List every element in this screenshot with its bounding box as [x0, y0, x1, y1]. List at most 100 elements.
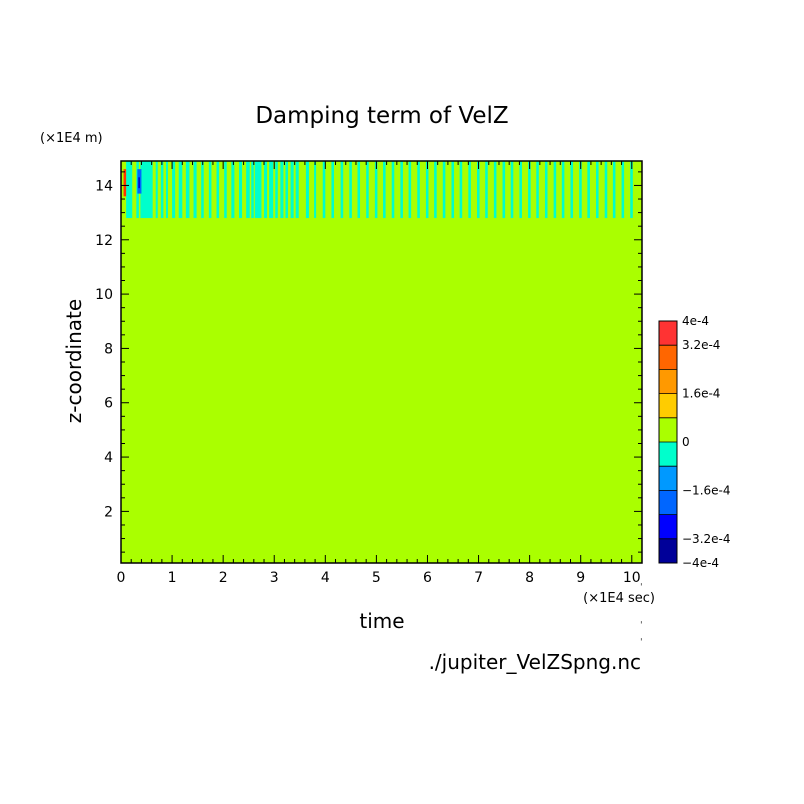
sponge-accent	[138, 177, 140, 189]
colorbar-tick-label: −4e-4	[682, 556, 719, 570]
colorbar-segment	[659, 442, 677, 467]
sponge-stripe	[331, 161, 334, 219]
colorbar-segment	[659, 538, 677, 563]
sponge-stripe	[201, 161, 204, 219]
sponge-stripe	[544, 161, 548, 219]
x-tick-label: 8	[525, 570, 534, 586]
sponge-stripe	[269, 161, 274, 219]
sponge-stripe	[357, 161, 361, 219]
corner-mark: ˈ	[640, 583, 642, 593]
sponge-stripe	[442, 161, 446, 219]
sponge-stripe	[374, 161, 378, 219]
y-axis-label: z-coordinate	[62, 299, 86, 423]
sponge-stripe	[231, 161, 235, 219]
sponge-stripe	[561, 161, 565, 219]
sponge-stripe	[570, 161, 574, 219]
sponge-stripe	[391, 161, 395, 219]
colorbar-segment	[659, 321, 677, 346]
sponge-stripe	[285, 161, 289, 219]
colorbar: 4e-4 3.2e-4 1.6e-4 0 −1.6e-4 −3.2e-4 −4e-4	[658, 314, 731, 570]
colorbar-segment	[659, 466, 677, 491]
sponge-stripe	[155, 161, 158, 219]
x-tick-label: 2	[219, 570, 228, 586]
colorbar-segment	[659, 345, 677, 370]
y-tick-label: 12	[95, 233, 113, 249]
sponge-stripe	[254, 161, 262, 219]
sponge-stripe	[165, 161, 168, 219]
sponge-stripe	[264, 161, 268, 219]
sponge-stripe	[425, 161, 429, 219]
sponge-stripe	[208, 161, 212, 219]
colorbar-tick-label: 0	[682, 435, 690, 449]
x-tick-label: 1	[168, 570, 177, 586]
colorbar-tick-label: −1.6e-4	[682, 483, 731, 497]
sponge-stripe	[160, 161, 164, 219]
y-tick-label: 10	[95, 287, 113, 303]
sponge-stripe	[604, 161, 608, 219]
y-tick-label: 8	[104, 341, 113, 357]
x-tick-label: 9	[576, 570, 585, 586]
sponge-stripe	[314, 161, 317, 219]
field-background	[121, 161, 642, 563]
colorbar-segment	[659, 514, 677, 539]
sponge-stripe	[502, 161, 506, 219]
sponge-stripe	[587, 161, 590, 219]
sponge-stripe	[178, 161, 183, 219]
sponge-stripe	[290, 161, 294, 219]
sponge-stripe	[477, 161, 480, 219]
sponge-stripe	[596, 161, 599, 219]
plot-area	[121, 161, 642, 563]
sponge-stripe	[400, 161, 403, 219]
sponge-stripe	[172, 161, 176, 219]
chart-title: Damping term of VelZ	[255, 103, 508, 129]
sponge-stripe	[305, 161, 309, 219]
sponge-stripe	[295, 161, 299, 219]
colorbar-tick-label: 3.2e-4	[682, 338, 720, 352]
x-unit-label: (×1E4 sec)	[583, 591, 655, 606]
sponge-stripe	[275, 161, 278, 219]
colorbar-tick-label: 1.6e-4	[682, 387, 720, 401]
sponge-stripe	[579, 161, 582, 219]
sponge-stripe	[366, 161, 369, 219]
sponge-stripe	[621, 161, 625, 219]
x-tick-label: 7	[474, 570, 483, 586]
colorbar-segment	[659, 393, 677, 418]
sponge-stripe	[224, 161, 227, 219]
corner-mark: ˈ	[640, 621, 642, 631]
sponge-stripe	[630, 161, 633, 219]
sponge-stripe	[536, 161, 539, 219]
sponge-stripe	[485, 161, 488, 219]
sponge-stripe	[126, 161, 133, 219]
sponge-stripe	[612, 161, 616, 219]
sponge-stripe	[451, 161, 455, 219]
sponge-accent	[123, 169, 127, 197]
y-tick-label: 2	[104, 504, 113, 520]
x-tick-label: 5	[372, 570, 381, 586]
sponge-stripe	[510, 161, 514, 219]
x-tick-label: 3	[270, 570, 279, 586]
x-axis-label: time	[359, 609, 404, 633]
colorbar-tick-label: −3.2e-4	[682, 532, 731, 546]
sponge-stripe	[238, 161, 243, 219]
sponge-stripe	[528, 161, 531, 219]
sponge-stripe	[417, 161, 420, 219]
sponge-stripe	[140, 161, 153, 219]
sponge-stripe	[251, 161, 254, 219]
sponge-stripe	[185, 161, 190, 219]
y-unit-label: (×1E4 m)	[40, 131, 103, 146]
sponge-stripe	[193, 161, 197, 219]
x-tick-label: 6	[423, 570, 432, 586]
sponge-stripe	[349, 161, 352, 219]
sponge-stripe	[519, 161, 522, 219]
sponge-stripe	[434, 161, 437, 219]
y-tick-label: 6	[104, 396, 113, 412]
corner-mark: ˈ	[640, 638, 642, 648]
y-tick-label: 4	[104, 450, 113, 466]
x-tick-label: 10	[623, 570, 641, 586]
colorbar-tick-label: 4e-4	[682, 314, 709, 328]
sponge-stripe	[468, 161, 471, 219]
x-tick-label: 0	[117, 570, 126, 586]
sponge-stripe	[246, 161, 250, 219]
